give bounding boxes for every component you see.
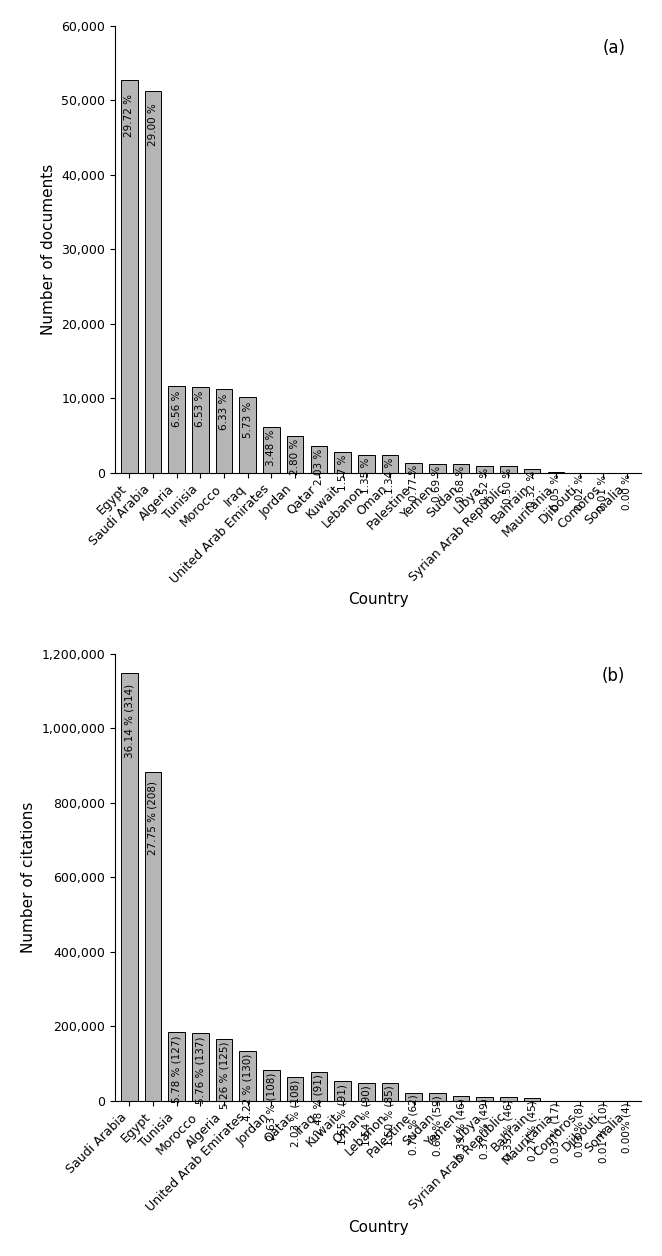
Text: 0.39 % (46): 0.39 % (46) <box>456 1098 466 1159</box>
Text: 0.03 % (17): 0.03 % (17) <box>551 1103 561 1163</box>
Text: 36.14 % (314): 36.14 % (314) <box>124 683 134 757</box>
X-axis label: Country: Country <box>348 592 408 607</box>
X-axis label: Country: Country <box>348 1220 408 1235</box>
Text: 0.03 % (8): 0.03 % (8) <box>575 1103 585 1157</box>
Text: 6.33 %: 6.33 % <box>219 393 229 430</box>
Text: 2.63 % (108): 2.63 % (108) <box>266 1073 277 1139</box>
Text: 5.76 % (137): 5.76 % (137) <box>195 1036 205 1104</box>
Text: 0.01 %: 0.01 % <box>598 475 608 510</box>
Text: 1.65 % (91): 1.65 % (91) <box>338 1084 348 1144</box>
Bar <box>500 1096 517 1102</box>
Bar <box>263 1070 280 1102</box>
Text: 0.68 % (59): 0.68 % (59) <box>432 1095 442 1156</box>
Text: 0.52 %: 0.52 % <box>480 467 490 504</box>
Text: 0.32 %: 0.32 % <box>527 471 537 506</box>
Text: 0.37 % (49): 0.37 % (49) <box>480 1099 490 1159</box>
Text: 27.75 % (208): 27.75 % (208) <box>148 781 158 855</box>
Bar <box>429 463 446 474</box>
Text: 4.22 % (130): 4.22 % (130) <box>243 1054 253 1122</box>
Text: 3.48 %: 3.48 % <box>266 430 277 466</box>
Bar <box>216 389 232 474</box>
Y-axis label: Number of citations: Number of citations <box>21 801 36 953</box>
Text: 5.73 %: 5.73 % <box>243 401 253 437</box>
Bar <box>310 1071 327 1102</box>
Text: 1.54 % (90): 1.54 % (90) <box>361 1085 371 1145</box>
Text: 2.48 % (91): 2.48 % (91) <box>314 1074 324 1135</box>
Text: 2.03 %: 2.03 % <box>314 448 324 485</box>
Text: 29.72 %: 29.72 % <box>124 93 134 137</box>
Text: 0.69 %: 0.69 % <box>432 466 442 502</box>
Bar <box>240 397 256 474</box>
Bar <box>453 463 469 474</box>
Text: 1.35 %: 1.35 % <box>361 457 371 494</box>
Bar <box>381 1083 399 1102</box>
Text: 0.05 %: 0.05 % <box>551 474 561 510</box>
Text: 1.34 %: 1.34 % <box>385 457 395 494</box>
Bar <box>453 1096 469 1102</box>
Text: 0.00% (4): 0.00% (4) <box>622 1103 632 1153</box>
Text: 5.26 % (125): 5.26 % (125) <box>219 1041 229 1109</box>
Text: 0.27 % (45): 0.27 % (45) <box>527 1100 537 1161</box>
Bar <box>524 1098 540 1102</box>
Bar <box>192 387 209 474</box>
Bar <box>310 446 327 474</box>
Text: 6.56 %: 6.56 % <box>171 391 181 427</box>
Bar <box>144 772 162 1102</box>
Bar <box>477 1096 493 1102</box>
Text: 0.77 %: 0.77 % <box>408 465 418 501</box>
Text: 0.71 % (62): 0.71 % (62) <box>408 1095 418 1156</box>
Bar <box>168 1032 185 1102</box>
Bar <box>144 90 162 474</box>
Bar <box>477 466 493 474</box>
Text: (b): (b) <box>602 667 626 686</box>
Bar <box>216 1039 232 1102</box>
Bar <box>500 466 517 474</box>
Text: 0.00 %: 0.00 % <box>622 475 632 510</box>
Text: 0.68 %: 0.68 % <box>456 466 466 502</box>
Bar <box>381 456 399 474</box>
Bar <box>287 1076 303 1102</box>
Bar <box>405 463 422 474</box>
Text: 5.78 % (127): 5.78 % (127) <box>171 1036 181 1103</box>
Bar <box>334 452 351 474</box>
Bar <box>405 1093 422 1102</box>
Text: 1.50 % (85): 1.50 % (85) <box>385 1085 395 1147</box>
Bar <box>334 1081 351 1102</box>
Bar <box>121 673 138 1102</box>
Text: 29.00 %: 29.00 % <box>148 104 158 147</box>
Bar <box>263 427 280 474</box>
Text: 0.01 % (10): 0.01 % (10) <box>598 1103 608 1163</box>
Y-axis label: Number of documents: Number of documents <box>40 163 56 335</box>
Bar <box>240 1051 256 1102</box>
Text: 1.57 %: 1.57 % <box>338 455 348 491</box>
Bar <box>121 80 138 474</box>
Bar <box>168 387 185 474</box>
Bar <box>192 1032 209 1102</box>
Text: 0.50 %: 0.50 % <box>503 468 514 504</box>
Bar <box>358 455 375 474</box>
Bar <box>287 436 303 474</box>
Bar <box>429 1093 446 1102</box>
Text: 0.35 % (46): 0.35 % (46) <box>503 1099 514 1159</box>
Bar <box>524 468 540 474</box>
Bar <box>358 1083 375 1102</box>
Text: 6.53 %: 6.53 % <box>195 391 205 427</box>
Text: 2.80 %: 2.80 % <box>290 438 300 475</box>
Text: 0.02 %: 0.02 % <box>575 475 585 510</box>
Text: (a): (a) <box>602 39 626 58</box>
Text: 2.03 % (108): 2.03 % (108) <box>290 1079 300 1147</box>
